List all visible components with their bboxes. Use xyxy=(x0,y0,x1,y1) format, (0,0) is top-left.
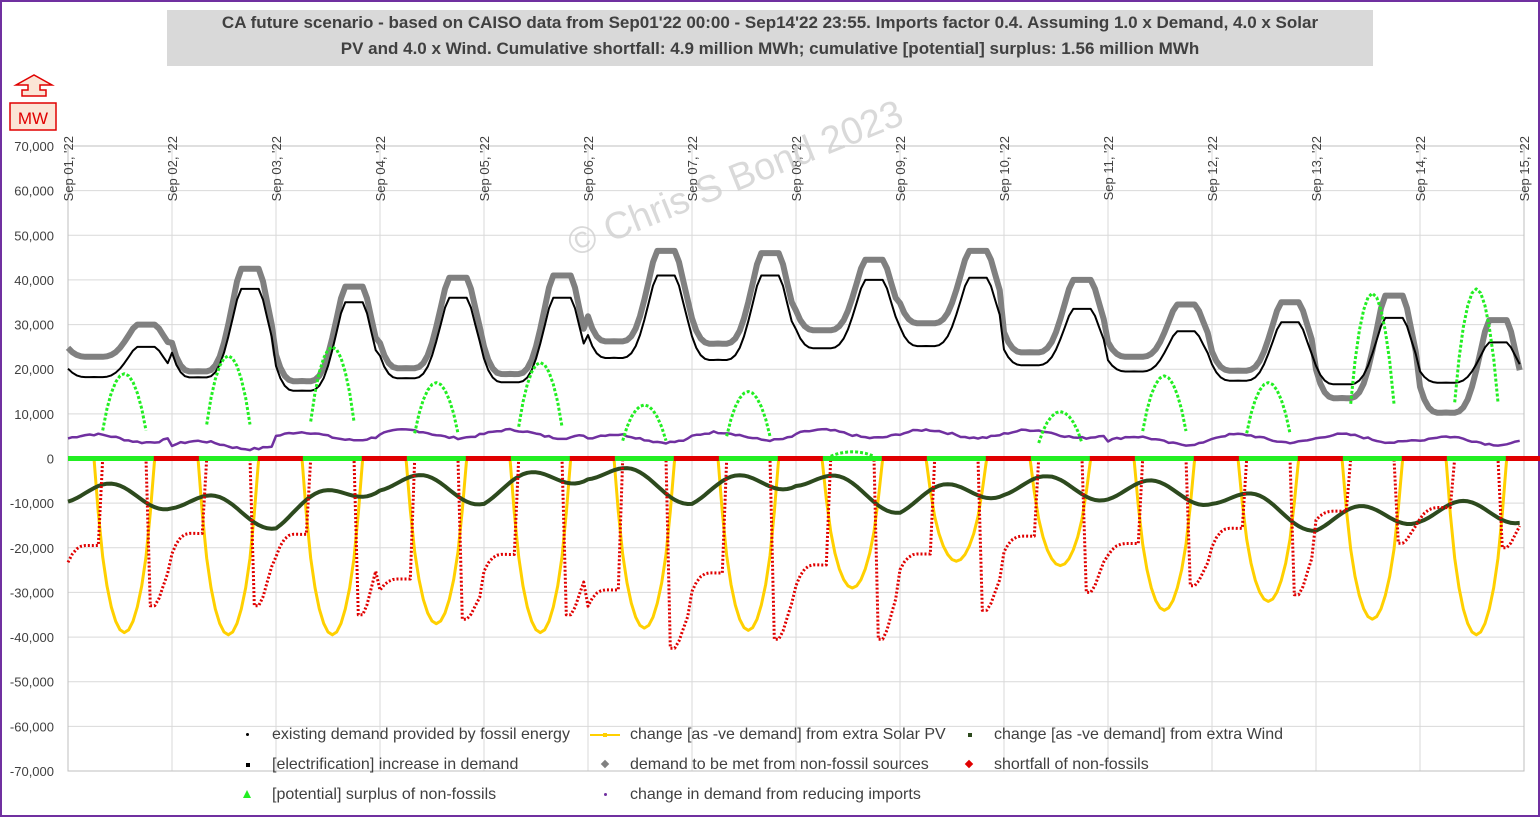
x-tick-label: Sep 03, '22 xyxy=(269,136,284,201)
plot-area xyxy=(65,247,1540,650)
title-line-2: PV and 4.0 x Wind. Cumulative shortfall:… xyxy=(340,39,1200,58)
mw-up-arrow-icon: MW xyxy=(9,74,57,131)
x-tick-label: Sep 08, '22 xyxy=(789,136,804,201)
unit-label: MW xyxy=(18,109,48,128)
series-line-surplus xyxy=(517,361,564,427)
series-line-surplus xyxy=(1141,374,1188,432)
legend-label: change [as -ve demand] from extra Solar … xyxy=(630,726,946,743)
series-line-wind xyxy=(67,466,1520,533)
legend-label: change [as -ve demand] from extra Wind xyxy=(994,726,1284,743)
legend-label: demand to be met from non-fossil sources xyxy=(630,756,929,773)
x-tick-label: Sep 14, '22 xyxy=(1413,136,1428,201)
y-tick-label: 40,000 xyxy=(14,273,54,288)
legend-label: existing demand provided by fossil energ… xyxy=(272,726,570,743)
y-tick-label: -10,000 xyxy=(10,496,54,511)
x-axis-ticks: Sep 01, '22 Sep 02, '22 Sep 03, '22 Sep 04,… xyxy=(61,136,1532,201)
x-tick-label: Sep 06, '22 xyxy=(581,136,596,201)
y-axis-ticks: 70,000 60,000 50,000 40,000 30,000 20,000 10,0… xyxy=(10,139,54,779)
x-tick-label: Sep 09, '22 xyxy=(893,136,908,201)
legend-item-imports: change in demand from reducing imports xyxy=(590,786,921,804)
legend-marker-wind xyxy=(954,728,990,742)
x-tick-label: Sep 01, '22 xyxy=(61,136,76,201)
y-tick-label: -20,000 xyxy=(10,541,54,556)
series-line-surplus xyxy=(205,354,252,425)
legend-item-non-fossil-demand: demand to be met from non-fossil sources xyxy=(590,756,929,774)
x-tick-label: Sep 12, '22 xyxy=(1205,136,1220,201)
y-tick-label: 60,000 xyxy=(14,184,54,199)
legend-marker-shortfall xyxy=(954,758,990,772)
x-tick-label: Sep 04, '22 xyxy=(373,136,388,201)
y-tick-label: 50,000 xyxy=(14,228,54,243)
series-line-imports xyxy=(67,427,1520,452)
legend-item-surplus: [potential] surplus of non-fossils xyxy=(232,786,496,804)
series-line-surplus xyxy=(101,372,148,431)
x-tick-label: Sep 11, '22 xyxy=(1101,136,1116,200)
y-tick-label: 0 xyxy=(47,452,54,467)
x-tick-label: Sep 07, '22 xyxy=(685,136,700,201)
legend-item-solar: change [as -ve demand] from extra Solar … xyxy=(590,726,946,744)
series-line-surplus xyxy=(413,381,460,434)
series-line-surplus xyxy=(1453,287,1500,403)
legend-item-fossil: existing demand provided by fossil energ… xyxy=(232,726,570,744)
series-line-surplus xyxy=(1037,410,1084,444)
series-line-fossil xyxy=(67,274,1521,392)
y-tick-label: 30,000 xyxy=(14,318,54,333)
series-line-surplus xyxy=(1245,381,1292,434)
legend-marker-electrification xyxy=(232,758,268,772)
x-tick-label: Sep 13, '22 xyxy=(1309,136,1324,201)
x-tick-label: Sep 02, '22 xyxy=(165,136,180,201)
legend-label: shortfall of non-fossils xyxy=(994,756,1149,773)
legend-label: [potential] surplus of non-fossils xyxy=(272,786,497,803)
legend-marker-solar xyxy=(590,728,626,742)
x-tick-label: Sep 10, '22 xyxy=(997,136,1012,201)
title-line-1: CA future scenario - based on CAISO data… xyxy=(221,13,1319,32)
chart-title: CA future scenario - based on CAISO data… xyxy=(167,10,1373,66)
y-tick-label: 70,000 xyxy=(14,139,54,154)
y-tick-label: -30,000 xyxy=(10,585,54,600)
series-line-surplus xyxy=(830,450,875,458)
watermark: © Chris S Bond 2023 xyxy=(562,92,909,265)
series-line-surplus xyxy=(725,390,772,437)
legend-marker-fossil xyxy=(232,728,268,742)
y-tick-label: -40,000 xyxy=(10,630,54,645)
legend-label: [electrification] increase in demand xyxy=(272,756,519,773)
legend-marker-non-fossil-demand xyxy=(590,758,626,772)
y-tick-label: -60,000 xyxy=(10,719,54,734)
y-tick-label: -50,000 xyxy=(10,675,54,690)
x-tick-label: Sep 05, '22 xyxy=(477,136,492,201)
x-tick-label: Sep 15, '22 xyxy=(1517,136,1532,201)
y-tick-label: 10,000 xyxy=(14,407,54,422)
legend-label: change in demand from reducing imports xyxy=(630,786,921,803)
series-line-surplus xyxy=(309,345,356,422)
legend-marker-surplus xyxy=(232,788,268,802)
legend-item-electrification: [electrification] increase in demand xyxy=(232,756,518,774)
series-line-shortfall xyxy=(66,457,1522,650)
legend-item-shortfall: shortfall of non-fossils xyxy=(954,756,1149,774)
y-tick-label: 20,000 xyxy=(14,362,54,377)
legend-marker-imports xyxy=(590,788,626,802)
series-line-surplus xyxy=(621,403,668,442)
legend-item-wind: change [as -ve demand] from extra Wind xyxy=(954,726,1283,744)
series-line-non-fossil-demand xyxy=(65,247,1523,416)
y-tick-label: -70,000 xyxy=(10,764,54,779)
